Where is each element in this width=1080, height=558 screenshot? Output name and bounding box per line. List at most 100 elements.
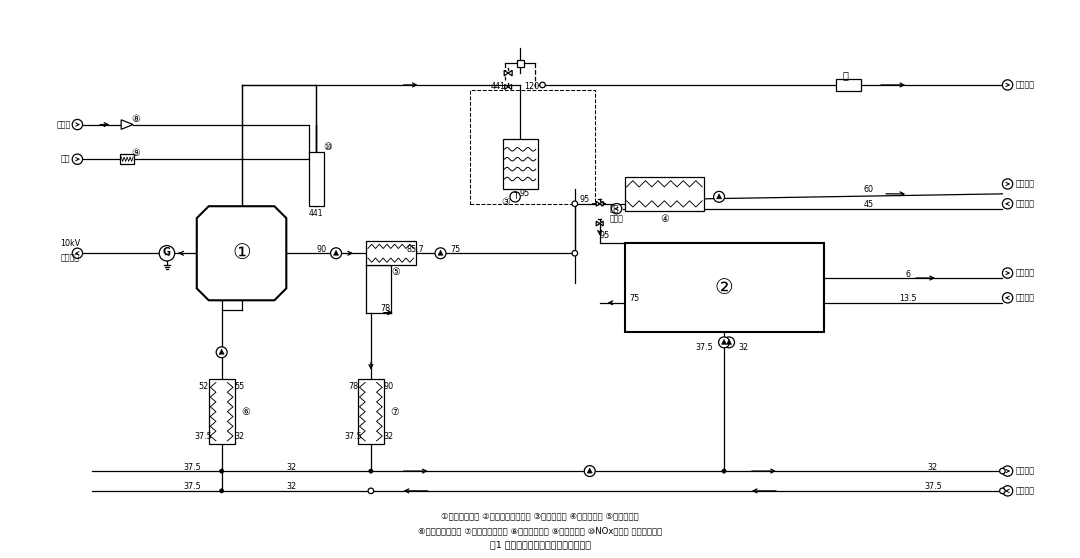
Text: 85.7: 85.7 xyxy=(407,245,424,254)
Circle shape xyxy=(611,204,622,214)
Bar xyxy=(208,379,234,444)
Text: G: G xyxy=(163,247,171,257)
Polygon shape xyxy=(596,201,599,206)
Text: ⑧: ⑧ xyxy=(132,114,140,124)
Text: ④: ④ xyxy=(660,214,669,224)
Text: 6: 6 xyxy=(906,270,910,278)
Text: ①: ① xyxy=(232,243,251,263)
Circle shape xyxy=(219,489,224,493)
Text: 95: 95 xyxy=(599,231,610,240)
Circle shape xyxy=(1002,268,1013,278)
Bar xyxy=(624,243,824,333)
Polygon shape xyxy=(588,468,592,473)
Text: 空气: 空气 xyxy=(60,155,70,163)
Polygon shape xyxy=(509,70,512,76)
Bar xyxy=(3,506,1077,555)
Polygon shape xyxy=(599,201,603,206)
Text: ②: ② xyxy=(715,278,733,298)
Text: ①内燃发电机组 ②热水型溴化锂机组 ③烟气换热器 ④供热换热器 ⑤机组换热器: ①内燃发电机组 ②热水型溴化锂机组 ③烟气换热器 ④供热换热器 ⑤机组换热器 xyxy=(441,511,639,520)
Bar xyxy=(366,242,416,265)
Text: ⑦: ⑦ xyxy=(390,407,400,417)
Circle shape xyxy=(714,191,725,202)
Polygon shape xyxy=(197,206,286,300)
Circle shape xyxy=(584,465,595,477)
Polygon shape xyxy=(504,84,509,89)
Text: 10kV: 10kV xyxy=(60,239,81,248)
Text: T: T xyxy=(513,193,517,201)
Circle shape xyxy=(368,469,373,473)
Circle shape xyxy=(1002,199,1013,209)
Polygon shape xyxy=(596,221,599,226)
Text: 60: 60 xyxy=(863,185,874,194)
Polygon shape xyxy=(721,339,727,344)
Polygon shape xyxy=(599,221,603,226)
Text: 32: 32 xyxy=(234,432,244,441)
Text: 52: 52 xyxy=(199,382,208,391)
Bar xyxy=(836,79,861,91)
Text: 37.5: 37.5 xyxy=(924,483,942,492)
Text: 电力输出: 电力输出 xyxy=(60,254,80,263)
Polygon shape xyxy=(219,349,225,354)
Text: 天然气: 天然气 xyxy=(56,120,70,129)
Text: ⑥: ⑥ xyxy=(241,407,249,417)
Text: 45: 45 xyxy=(863,200,874,209)
Circle shape xyxy=(510,192,521,202)
Text: 95: 95 xyxy=(580,195,590,204)
Circle shape xyxy=(1002,80,1013,90)
Text: 441: 441 xyxy=(309,209,323,218)
Text: ⑥低温冷却换热器 ⑦高温冷却换热器 ⑧燃气进气阀组 ⑨空气过滤器 ⑩NOx催化器 ⑪烟气消声器: ⑥低温冷却换热器 ⑦高温冷却换热器 ⑧燃气进气阀组 ⑨空气过滤器 ⑩NOx催化器… xyxy=(418,526,662,535)
Circle shape xyxy=(216,347,227,358)
Circle shape xyxy=(330,248,341,259)
Circle shape xyxy=(72,119,82,129)
Circle shape xyxy=(72,154,82,165)
Circle shape xyxy=(540,82,545,88)
Circle shape xyxy=(1000,468,1005,474)
Circle shape xyxy=(72,248,82,258)
Circle shape xyxy=(219,469,224,473)
Text: 78: 78 xyxy=(348,382,359,391)
Text: 55: 55 xyxy=(234,382,245,391)
Text: 冷水回水: 冷水回水 xyxy=(1015,294,1035,302)
Circle shape xyxy=(718,337,729,348)
Circle shape xyxy=(159,246,175,261)
Polygon shape xyxy=(121,120,133,129)
Text: 32: 32 xyxy=(383,432,394,441)
Bar xyxy=(624,176,704,211)
Text: 37.5: 37.5 xyxy=(183,463,201,472)
Circle shape xyxy=(1002,292,1013,303)
Text: 441: 441 xyxy=(490,82,505,91)
Text: ③: ③ xyxy=(501,197,510,207)
Text: 13.5: 13.5 xyxy=(900,294,917,304)
Text: 90: 90 xyxy=(316,245,326,254)
Polygon shape xyxy=(509,84,512,89)
Text: 冷水供水: 冷水供水 xyxy=(1015,268,1035,277)
Text: 37.5: 37.5 xyxy=(345,432,362,441)
Text: 75: 75 xyxy=(630,294,639,304)
Text: 120: 120 xyxy=(525,82,540,91)
Text: 78: 78 xyxy=(381,304,391,313)
Polygon shape xyxy=(716,194,721,199)
Polygon shape xyxy=(727,339,731,344)
Text: 至冷却塔: 至冷却塔 xyxy=(1015,487,1035,496)
Text: 37.5: 37.5 xyxy=(696,343,713,352)
Text: 图1 上海中心冷热电三联供系统原理图: 图1 上海中心冷热电三联供系统原理图 xyxy=(489,541,591,550)
Circle shape xyxy=(435,248,446,259)
Text: ⑩: ⑩ xyxy=(324,142,333,152)
Text: ⑨: ⑨ xyxy=(132,148,140,158)
Polygon shape xyxy=(334,250,339,256)
Text: 37.5: 37.5 xyxy=(183,483,201,492)
Circle shape xyxy=(572,201,578,206)
Circle shape xyxy=(368,488,374,494)
Circle shape xyxy=(1002,179,1013,189)
Circle shape xyxy=(1000,488,1005,494)
Text: 75: 75 xyxy=(450,245,460,254)
Text: 90: 90 xyxy=(383,382,394,391)
Circle shape xyxy=(724,337,734,348)
Text: 季节
切换阀: 季节 切换阀 xyxy=(609,204,623,223)
Bar xyxy=(357,379,383,444)
Text: 烟气排放: 烟气排放 xyxy=(1015,80,1035,89)
Text: 32: 32 xyxy=(286,463,296,472)
Text: ⑤: ⑤ xyxy=(391,267,400,277)
Text: 32: 32 xyxy=(286,483,296,492)
Circle shape xyxy=(572,251,578,256)
